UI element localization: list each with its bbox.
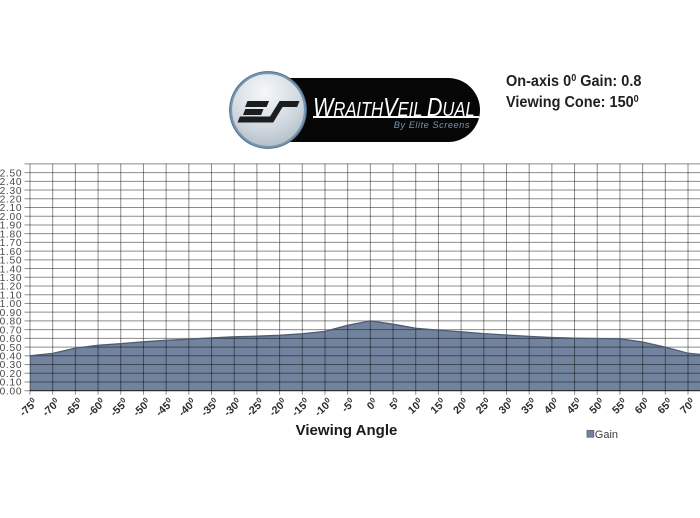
svg-text:2.40: 2.40 xyxy=(0,177,22,188)
svg-text:-450: -450 xyxy=(152,395,176,419)
svg-text:2.20: 2.20 xyxy=(0,194,22,205)
svg-text:-550: -550 xyxy=(107,395,131,419)
svg-text:250: 250 xyxy=(473,395,494,416)
svg-text:1.80: 1.80 xyxy=(0,229,22,240)
svg-text:-600: -600 xyxy=(84,395,108,419)
svg-text:1.50: 1.50 xyxy=(0,256,22,267)
svg-text:-50: -50 xyxy=(338,395,358,415)
svg-text:300: 300 xyxy=(495,395,516,416)
svg-text:1.60: 1.60 xyxy=(0,247,22,258)
svg-text:100: 100 xyxy=(404,395,425,416)
svg-text:50: 50 xyxy=(386,395,403,412)
svg-text:Gain: Gain xyxy=(595,429,618,441)
svg-text:0.40: 0.40 xyxy=(0,352,22,363)
svg-text:1.10: 1.10 xyxy=(0,290,22,301)
svg-text:-400: -400 xyxy=(175,395,199,419)
svg-text:0.00: 0.00 xyxy=(0,386,22,397)
svg-text:2.00: 2.00 xyxy=(0,212,22,223)
svg-text:2.50: 2.50 xyxy=(0,168,22,179)
svg-text:1.40: 1.40 xyxy=(0,264,22,275)
svg-text:550: 550 xyxy=(609,395,630,416)
svg-text:600: 600 xyxy=(631,395,652,416)
svg-text:400: 400 xyxy=(541,395,562,416)
svg-text:0.20: 0.20 xyxy=(0,369,22,380)
svg-text:200: 200 xyxy=(450,395,471,416)
svg-text:-200: -200 xyxy=(266,395,290,419)
svg-text:0.60: 0.60 xyxy=(0,334,22,345)
svg-text:700: 700 xyxy=(677,395,698,416)
svg-text:650: 650 xyxy=(654,395,675,416)
svg-text:1.00: 1.00 xyxy=(0,299,22,310)
svg-text:1.20: 1.20 xyxy=(0,282,22,293)
svg-text:1.90: 1.90 xyxy=(0,221,22,232)
svg-text:0.30: 0.30 xyxy=(0,360,22,371)
svg-text:-250: -250 xyxy=(243,395,267,419)
svg-text:-150: -150 xyxy=(288,395,312,419)
svg-text:Viewing Angle: Viewing Angle xyxy=(296,422,398,439)
svg-text:0.80: 0.80 xyxy=(0,317,22,328)
svg-text:-350: -350 xyxy=(198,395,222,419)
svg-text:0.70: 0.70 xyxy=(0,325,22,336)
svg-text:0.50: 0.50 xyxy=(0,343,22,354)
svg-text:0.10: 0.10 xyxy=(0,378,22,389)
svg-text:2.10: 2.10 xyxy=(0,203,22,214)
svg-text:00: 00 xyxy=(363,395,380,412)
svg-text:450: 450 xyxy=(563,395,584,416)
svg-text:-300: -300 xyxy=(220,395,244,419)
svg-text:350: 350 xyxy=(518,395,539,416)
svg-text:1.70: 1.70 xyxy=(0,238,22,249)
svg-text:1.30: 1.30 xyxy=(0,273,22,284)
svg-text:0.90: 0.90 xyxy=(0,308,22,319)
svg-text:-100: -100 xyxy=(311,395,335,419)
svg-text:500: 500 xyxy=(586,395,607,416)
svg-text:2.30: 2.30 xyxy=(0,186,22,197)
svg-text:-650: -650 xyxy=(62,395,86,419)
svg-text:150: 150 xyxy=(427,395,448,416)
svg-text:-750: -750 xyxy=(16,395,40,419)
svg-text:-700: -700 xyxy=(39,395,63,419)
svg-text:-500: -500 xyxy=(130,395,154,419)
